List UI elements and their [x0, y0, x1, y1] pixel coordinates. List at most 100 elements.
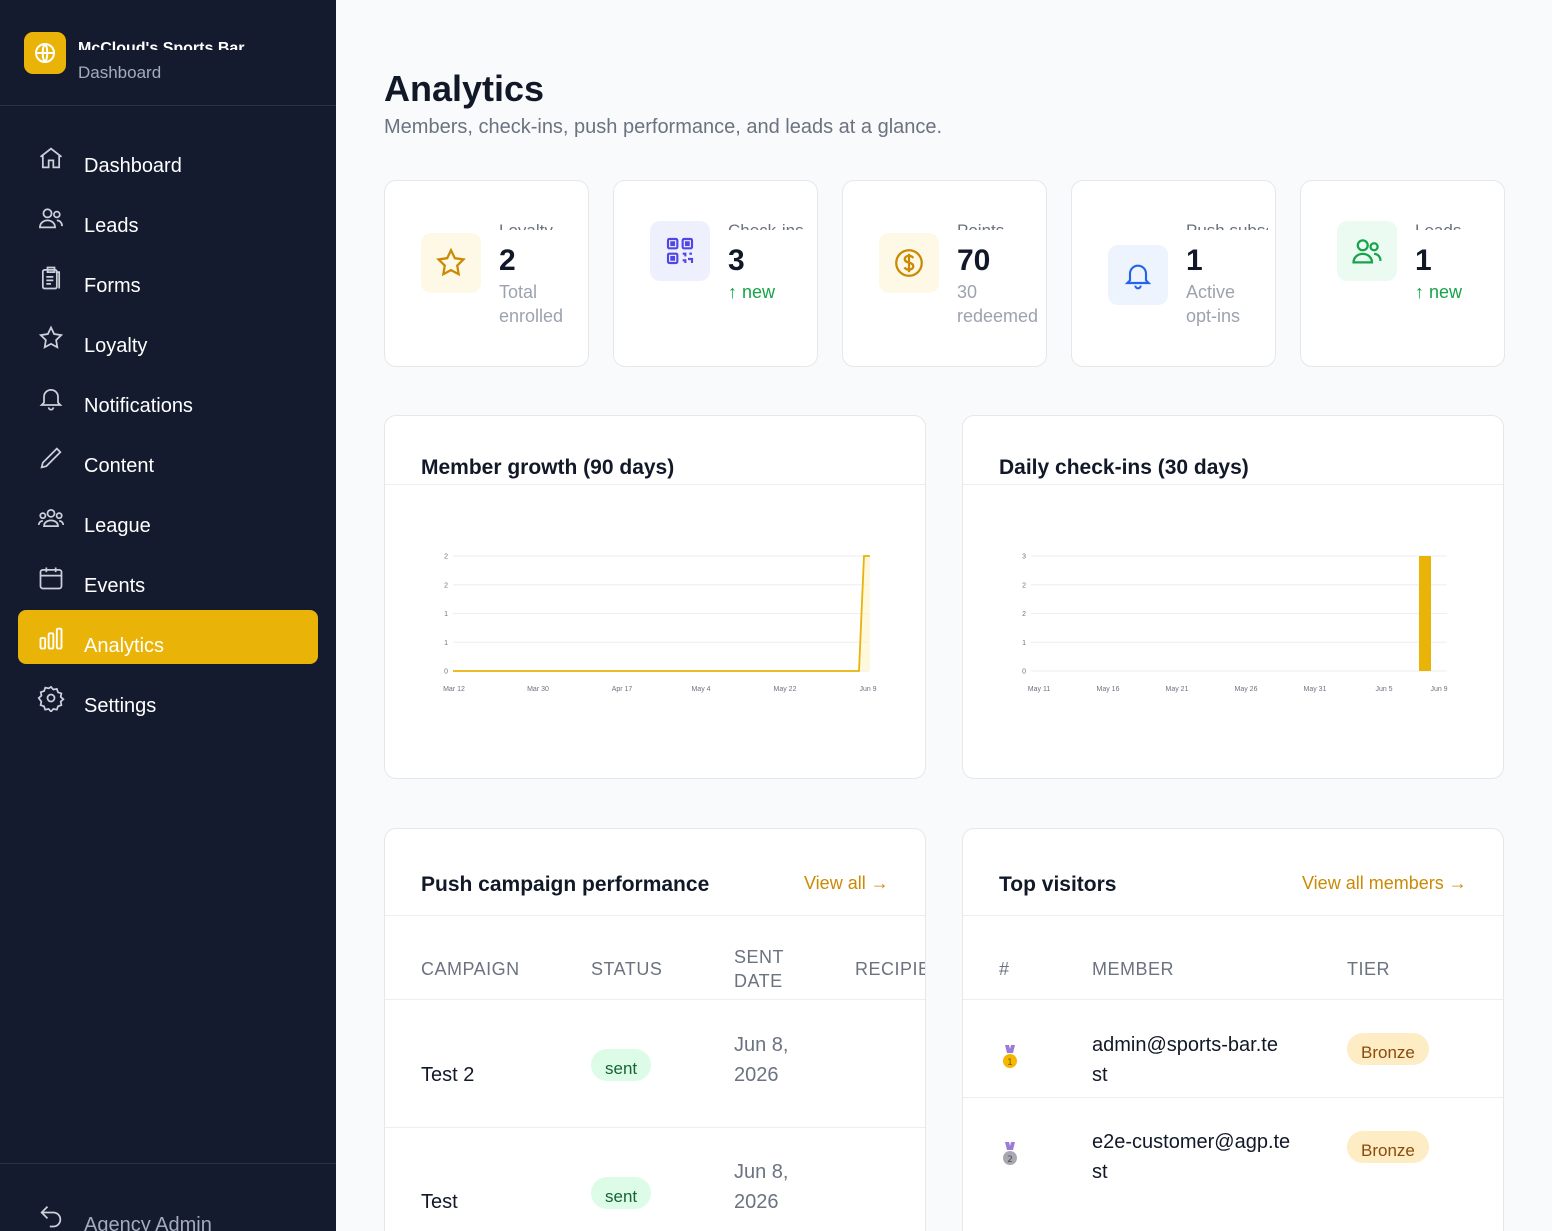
y-tick-label: 2 — [444, 554, 448, 561]
column-header[interactable]: CAMPAIGN — [421, 959, 520, 979]
divider — [963, 1097, 1503, 1098]
sidebar: McCloud's Sports Bar Dashboard Dashboard… — [0, 0, 336, 1231]
x-tick-label: May 11 — [1028, 686, 1051, 693]
tier-badge: Bronze — [1347, 1033, 1429, 1065]
y-tick-label: 3 — [1022, 554, 1026, 561]
nav-item-label: Loyalty — [84, 335, 148, 357]
y-tick-label: 0 — [1022, 669, 1026, 676]
campaign-name: Test — [421, 1191, 458, 1213]
brand-header: McCloud's Sports Bar Dashboard — [0, 0, 336, 106]
x-tick-label: May 4 — [691, 686, 710, 693]
x-tick-label: Mar 30 — [527, 686, 549, 693]
agency-admin-link[interactable]: Agency Admin — [0, 1163, 336, 1231]
panel-title: Top visitors — [999, 873, 1117, 896]
stat-label: Push subscribers — [1186, 219, 1268, 230]
top-visitors-card: Top visitors View all members → # MEMBER… — [962, 828, 1504, 1231]
brand-subtitle: Dashboard — [78, 63, 162, 82]
nav-item-label: Content — [84, 455, 155, 477]
stat-card-loyalty: Loyalty 2 Total enrolled — [384, 180, 589, 367]
nav-item-loyalty[interactable]: Loyalty — [18, 310, 318, 364]
bell-icon — [1108, 245, 1168, 305]
silver-medal-icon: 2 — [1001, 1142, 1019, 1173]
view-all-link[interactable]: View all → — [804, 873, 889, 893]
stat-card-leads: Leads 1 ↑ new — [1300, 180, 1505, 367]
users-icon — [1337, 221, 1397, 281]
pencil-icon — [37, 444, 65, 472]
page-subtitle: Members, check-ins, push performance, an… — [384, 116, 943, 138]
clipboard-icon — [37, 264, 65, 292]
globe-icon[interactable] — [24, 32, 66, 74]
column-header[interactable]: STATUS — [591, 959, 663, 979]
column-header[interactable]: MEMBER — [1092, 959, 1175, 979]
column-header[interactable]: TIER — [1347, 959, 1391, 979]
nav-item-content[interactable]: Content — [18, 430, 318, 484]
stat-value: 1 — [1415, 244, 1432, 277]
stat-sub: Active opt-ins — [1186, 282, 1241, 326]
x-tick-label: May 21 — [1166, 686, 1189, 693]
member-growth-chart: 0 1 1 2 2 Mar 12 Mar 30 Apr 17 May 4 May 22 Jun 9 — [443, 554, 877, 694]
nav-item-label: League — [84, 515, 151, 537]
calendar-icon — [37, 564, 65, 592]
column-header[interactable]: SENT DATE — [734, 947, 784, 991]
divider — [963, 915, 1503, 916]
stat-value: 2 — [499, 244, 516, 277]
nav-item-analytics[interactable]: Analytics — [18, 610, 318, 664]
star-icon — [37, 324, 65, 352]
agency-admin-label: Agency Admin — [84, 1214, 212, 1231]
y-tick-label: 2 — [444, 582, 448, 589]
y-tick-label: 0 — [444, 669, 448, 676]
main-content: Analytics Members, check-ins, push perfo… — [336, 0, 1552, 1231]
svg-text:2: 2 — [1007, 1155, 1013, 1165]
x-tick-label: Mar 12 — [443, 686, 465, 693]
nav-item-league[interactable]: League — [18, 490, 318, 544]
nav-item-label: Events — [84, 575, 146, 597]
stat-sub: ↑ new — [1415, 282, 1463, 302]
y-tick-label: 1 — [1022, 640, 1026, 647]
back-arrow-icon — [37, 1202, 65, 1230]
nav-item-forms[interactable]: Forms — [18, 250, 318, 304]
status-badge: sent — [591, 1049, 652, 1081]
svg-text:1: 1 — [1007, 1058, 1013, 1068]
series-line — [453, 555, 870, 672]
page-title: Analytics — [384, 68, 545, 109]
dollar-icon — [879, 233, 939, 293]
column-header[interactable]: RECIPIENTS — [855, 959, 925, 979]
status-badge: sent — [591, 1177, 652, 1209]
nav-item-leads[interactable]: Leads — [18, 190, 318, 244]
home-icon — [37, 144, 65, 172]
divider — [963, 484, 1503, 485]
y-tick-label: 1 — [444, 640, 448, 647]
nav-item-label: Leads — [84, 215, 139, 237]
nav-item-label: Notifications — [84, 395, 193, 417]
x-tick-label: Jun 9 — [1430, 686, 1447, 693]
bar — [1419, 556, 1431, 671]
tier-badge: Bronze — [1347, 1131, 1429, 1163]
sent-date: Jun 8, 2026 — [734, 1034, 789, 1086]
member-email: admin@sports-bar.test — [1092, 1034, 1278, 1086]
daily-checkins-card: Daily check-ins (30 days) 0 1 2 2 3 May 11 May… — [962, 415, 1504, 779]
nav-item-label: Forms — [84, 275, 141, 297]
nav-item-label: Analytics — [84, 635, 165, 657]
panel-title: Push campaign performance — [421, 873, 710, 896]
view-all-members-link[interactable]: View all members → — [1302, 873, 1467, 893]
nav-item-settings[interactable]: Settings — [18, 670, 318, 724]
users-icon — [37, 204, 65, 232]
gear-icon — [37, 684, 65, 713]
column-header[interactable]: # — [999, 959, 1010, 979]
bell-icon — [37, 384, 65, 412]
sent-date: Jun 8, 2026 — [734, 1161, 789, 1213]
nav-item-label: Settings — [84, 695, 157, 717]
nav-item-dashboard[interactable]: Dashboard — [18, 130, 318, 184]
star-icon — [421, 233, 481, 293]
campaign-name: Test 2 — [421, 1064, 475, 1086]
member-email: e2e-customer@agp.test — [1092, 1131, 1291, 1183]
nav-item-events[interactable]: Events — [18, 550, 318, 604]
nav-item-notifications[interactable]: Notifications — [18, 370, 318, 424]
y-tick-label: 1 — [444, 611, 448, 618]
stat-card-push: Push subscribers 1 Active opt-ins — [1071, 180, 1276, 367]
qr-code-icon — [650, 221, 710, 281]
chart-title: Member growth (90 days) — [421, 456, 675, 479]
x-tick-label: May 26 — [1235, 686, 1258, 693]
y-tick-label: 2 — [1022, 611, 1026, 618]
stat-sub: Total enrolled — [499, 282, 564, 326]
